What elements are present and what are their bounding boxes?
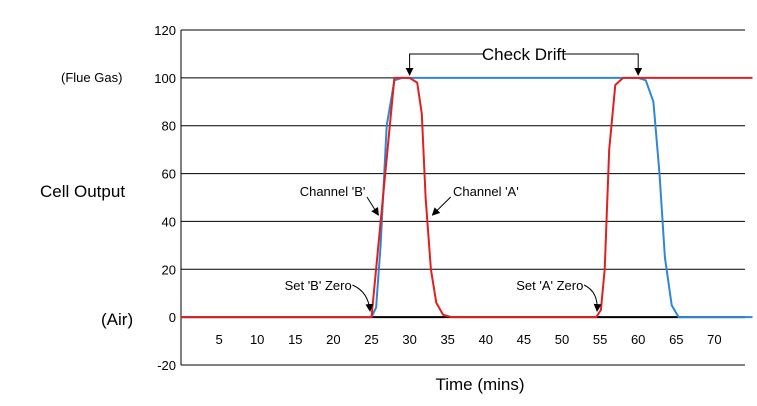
- x-tick-label: 55: [593, 332, 607, 347]
- y-annotation-bottom: (Air): [101, 310, 133, 329]
- check-drift-arrow-left: [405, 53, 485, 76]
- y-tick-label: 100: [154, 71, 176, 86]
- y-tick-label: 120: [154, 23, 176, 38]
- x-tick-label: 70: [707, 332, 721, 347]
- x-tick-label: 50: [555, 332, 569, 347]
- annotation-set-a-zero: Set 'A' Zero: [516, 278, 583, 293]
- channel-b-arrow: [366, 196, 379, 216]
- x-axis-title: Time (mins): [435, 375, 524, 394]
- y-tick-label: 60: [162, 167, 176, 182]
- annotation-check-drift: Check Drift: [482, 45, 566, 64]
- x-tick-label: 60: [631, 332, 645, 347]
- set-b-zero-arrow: [352, 284, 374, 312]
- x-tick-label: 15: [288, 332, 302, 347]
- x-tick-label: 5: [215, 332, 222, 347]
- channel-a-arrow: [431, 196, 452, 216]
- x-tick-label: 65: [669, 332, 683, 347]
- annotation-channel-a: Channel 'A': [453, 184, 519, 199]
- series-line-1: [181, 76, 753, 319]
- series-lines: [181, 76, 753, 319]
- set-a-zero-arrow: [583, 284, 602, 312]
- annotation-set-b-zero: Set 'B' Zero: [285, 278, 352, 293]
- x-tick-label: 10: [250, 332, 264, 347]
- x-tick-label: 25: [364, 332, 378, 347]
- x-tick-label: 45: [517, 332, 531, 347]
- series-line-2: [181, 76, 753, 319]
- x-tick-label: 30: [402, 332, 416, 347]
- x-tick-label: 35: [440, 332, 454, 347]
- y-axis-title: Cell Output: [40, 182, 125, 201]
- annotation-channel-b: Channel 'B': [300, 184, 366, 199]
- y-tick-label: 20: [162, 262, 176, 277]
- y-tick-label: 40: [162, 214, 176, 229]
- y-tick-label: 80: [162, 119, 176, 134]
- y-tick-label: -20: [157, 358, 176, 373]
- y-annotation-top: (Flue Gas): [61, 70, 122, 85]
- tick-labels: -20 0 20 40 60 80 100 120 5 10 15 20 25 30 35 40 45 50 55 6…: [154, 23, 721, 373]
- annotations: Check Drift Channel 'B' Channel 'A' Set 'B'…: [285, 45, 643, 312]
- y-tick-label: 0: [169, 310, 176, 325]
- check-drift-arrow-right: [564, 53, 643, 76]
- x-tick-label: 20: [326, 332, 340, 347]
- x-tick-label: 40: [479, 332, 493, 347]
